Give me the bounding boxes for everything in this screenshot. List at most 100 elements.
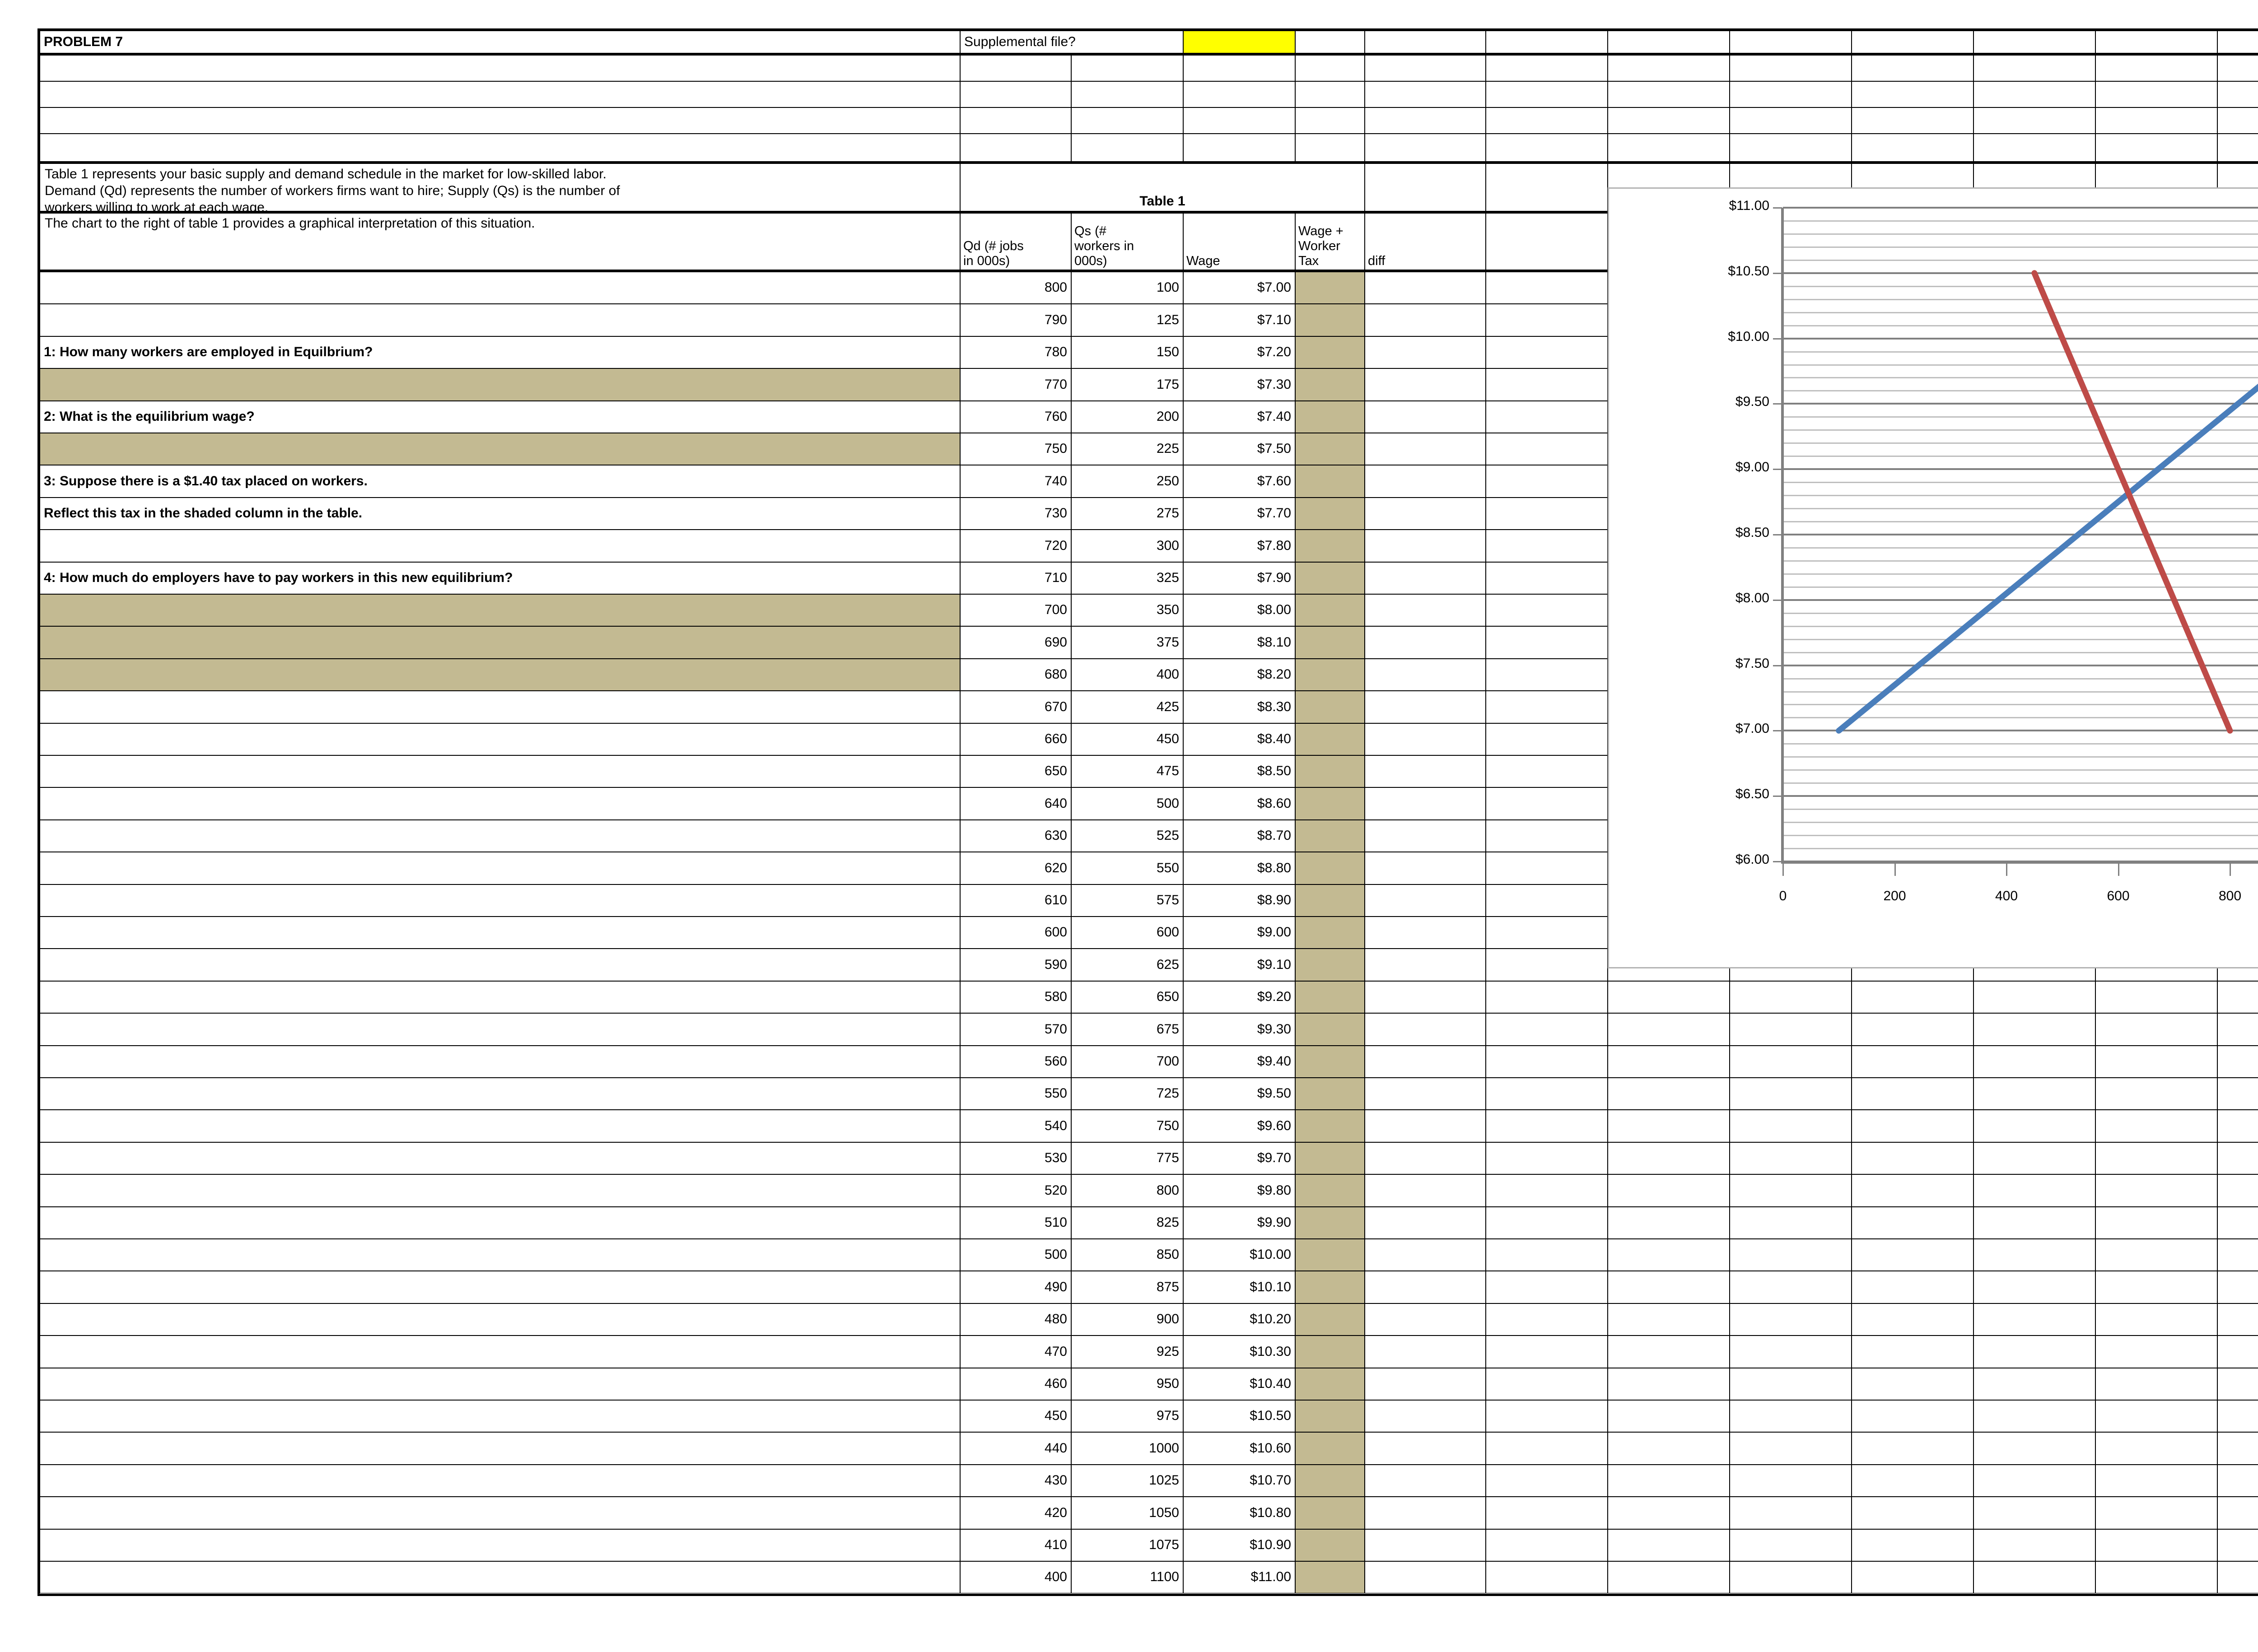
table-cell-qs[interactable]: 425 <box>1071 691 1183 723</box>
grid-cell[interactable] <box>1486 1400 1608 1433</box>
left-text-cell[interactable] <box>40 691 960 723</box>
table-cell-wage-plus-tax[interactable] <box>1295 819 1365 852</box>
table-cell-wage-plus-tax[interactable] <box>1295 1142 1365 1175</box>
table-cell-diff[interactable] <box>1365 1078 1486 1110</box>
table-cell-qd[interactable]: 580 <box>960 981 1071 1014</box>
table-cell-wage-plus-tax[interactable] <box>1295 755 1365 788</box>
table-cell-wage-plus-tax[interactable] <box>1295 336 1365 369</box>
grid-cell[interactable] <box>1486 272 1608 304</box>
table-cell-diff[interactable] <box>1365 1400 1486 1433</box>
grid-cell[interactable] <box>1730 1174 1852 1207</box>
table-cell-wage[interactable]: $10.10 <box>1183 1271 1295 1303</box>
left-text-cell[interactable] <box>40 852 960 884</box>
left-text-cell[interactable]: 2: What is the equilibrium wage? <box>40 400 960 433</box>
grid-cell[interactable] <box>2217 1464 2258 1497</box>
left-text-cell[interactable] <box>40 819 960 852</box>
answer-band-q4c[interactable] <box>40 659 960 691</box>
grid-cell[interactable] <box>1486 884 1608 917</box>
table-cell-qd[interactable]: 440 <box>960 1432 1071 1465</box>
table-cell-qd[interactable]: 550 <box>960 1078 1071 1110</box>
left-text-cell[interactable]: 3: Suppose there is a $1.40 tax placed o… <box>40 465 960 498</box>
table-header-2[interactable]: Wage <box>1183 213 1295 272</box>
grid-cell[interactable] <box>1973 1078 2095 1110</box>
grid-cell[interactable] <box>1730 1271 1852 1303</box>
grid-cell[interactable] <box>1486 658 1608 691</box>
table-cell-wage-plus-tax[interactable] <box>1295 1303 1365 1336</box>
table-cell-qs[interactable]: 700 <box>1071 1045 1183 1078</box>
grid-cell[interactable] <box>1486 433 1608 465</box>
table-cell-qs[interactable]: 225 <box>1071 433 1183 465</box>
left-text-cell[interactable] <box>40 1432 960 1465</box>
table-cell-wage[interactable]: $8.50 <box>1183 755 1295 788</box>
grid-cell[interactable] <box>1973 1464 2095 1497</box>
table-header-0[interactable]: Qd (# jobs in 000s) <box>960 213 1071 272</box>
grid-cell[interactable] <box>1608 1432 1730 1465</box>
grid-cell[interactable] <box>1730 1239 1852 1271</box>
grid-cell[interactable] <box>1608 1206 1730 1239</box>
table-cell-diff[interactable] <box>1365 497 1486 530</box>
table-cell-qs[interactable]: 525 <box>1071 819 1183 852</box>
table-cell-wage[interactable]: $9.60 <box>1183 1110 1295 1142</box>
table-cell-qs[interactable]: 550 <box>1071 852 1183 884</box>
grid-cell[interactable] <box>1973 1013 2095 1046</box>
table-cell-diff[interactable] <box>1365 1336 1486 1368</box>
table-cell-qs[interactable]: 1100 <box>1071 1561 1183 1594</box>
grid-cell[interactable] <box>1852 1271 1973 1303</box>
table-cell-qd[interactable]: 410 <box>960 1529 1071 1561</box>
table-cell-qs[interactable]: 925 <box>1071 1336 1183 1368</box>
table-cell-wage[interactable]: $8.60 <box>1183 787 1295 820</box>
grid-cell[interactable] <box>1608 1045 1730 1078</box>
answer-band-q4[interactable] <box>40 595 960 626</box>
left-text-cell[interactable] <box>40 1400 960 1433</box>
table-header-1[interactable]: Qs (# workers in 000s) <box>1071 213 1183 272</box>
table-cell-wage-plus-tax[interactable] <box>1295 1271 1365 1303</box>
grid-cell[interactable] <box>2217 134 2258 162</box>
grid-cell[interactable] <box>1973 1529 2095 1561</box>
grid-cell[interactable] <box>1973 1368 2095 1400</box>
table-cell-wage[interactable]: $7.00 <box>1183 272 1295 304</box>
table-cell-wage[interactable]: $8.30 <box>1183 691 1295 723</box>
grid-cell[interactable] <box>1852 1045 1973 1078</box>
grid-cell[interactable] <box>1730 1497 1852 1529</box>
grid-cell[interactable] <box>1973 1400 2095 1433</box>
grid-cell[interactable] <box>1486 1368 1608 1400</box>
table-cell-wage[interactable]: $8.10 <box>1183 626 1295 659</box>
table-cell-qd[interactable]: 630 <box>960 819 1071 852</box>
grid-cell[interactable] <box>1486 1045 1608 1078</box>
table-cell-qs[interactable]: 400 <box>1071 658 1183 691</box>
table-cell-qs[interactable]: 300 <box>1071 530 1183 562</box>
grid-cell[interactable] <box>1486 1497 1608 1529</box>
left-text-cell[interactable] <box>40 272 960 304</box>
grid-cell[interactable] <box>1608 1529 1730 1561</box>
table-cell-wage-plus-tax[interactable] <box>1295 1045 1365 1078</box>
grid-cell[interactable] <box>1486 336 1608 369</box>
left-text-cell[interactable] <box>40 1013 960 1046</box>
table-cell-qd[interactable]: 430 <box>960 1464 1071 1497</box>
table-cell-wage[interactable]: $10.90 <box>1183 1529 1295 1561</box>
table-cell-qs[interactable]: 275 <box>1071 497 1183 530</box>
grid-cell[interactable] <box>2095 1303 2217 1336</box>
grid-cell[interactable] <box>1486 1174 1608 1207</box>
grid-cell[interactable] <box>1486 1336 1608 1368</box>
grid-cell[interactable] <box>2217 1045 2258 1078</box>
table-cell-wage[interactable]: $11.00 <box>1183 1561 1295 1594</box>
table-cell-diff[interactable] <box>1365 400 1486 433</box>
grid-cell[interactable] <box>1852 1336 1973 1368</box>
table-cell-wage-plus-tax[interactable] <box>1295 1529 1365 1561</box>
grid-cell[interactable] <box>1486 852 1608 884</box>
grid-cell[interactable] <box>2217 1368 2258 1400</box>
grid-cell[interactable] <box>1852 1432 1973 1465</box>
table-cell-qs[interactable]: 650 <box>1071 981 1183 1014</box>
grid-cell[interactable] <box>1608 1239 1730 1271</box>
grid-cell[interactable] <box>1486 819 1608 852</box>
grid-cell[interactable] <box>2217 1206 2258 1239</box>
grid-cell[interactable] <box>2095 1400 2217 1433</box>
grid-cell[interactable] <box>1486 1142 1608 1175</box>
table-cell-qd[interactable]: 420 <box>960 1497 1071 1529</box>
grid-cell[interactable] <box>1486 400 1608 433</box>
table-cell-qs[interactable]: 250 <box>1071 465 1183 498</box>
table-cell-diff[interactable] <box>1365 1432 1486 1465</box>
table-header-4[interactable]: diff <box>1365 213 1486 272</box>
table-cell-qs[interactable]: 600 <box>1071 917 1183 949</box>
grid-cell[interactable] <box>1973 1142 2095 1175</box>
